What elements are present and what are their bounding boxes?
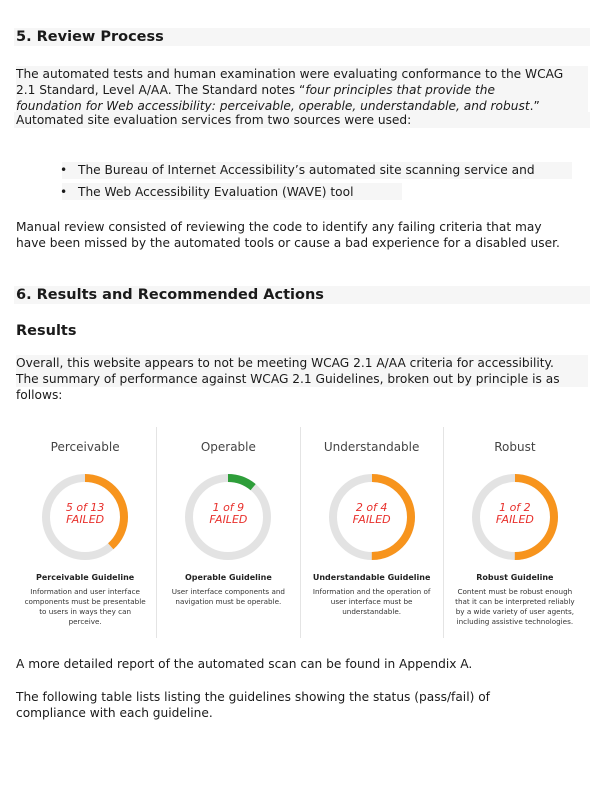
principle-card-understandable: Understandable 2 of 4 FAILED Understanda… (301, 427, 444, 638)
text-run: 2.1 Standard, Level A/AA. The Standard n… (16, 83, 306, 97)
guideline-title: Understandable Guideline (312, 573, 431, 582)
guideline-title: Perceivable Guideline (36, 573, 135, 582)
paragraph-line: The automated tests and human examinatio… (16, 66, 588, 82)
results-heading: Results (14, 322, 590, 340)
heading-text: 6. Results and Recommended Actions (16, 287, 324, 303)
list-item: • The Bureau of Internet Accessibility’s… (60, 162, 535, 178)
ring-status: FAILED (352, 513, 391, 526)
guideline-description: Content must be robust enough that it ca… (455, 587, 575, 626)
results-paragraph: Overall, this website appears to not be … (14, 355, 590, 403)
appendix-paragraph: A more detailed report of the automated … (14, 656, 590, 672)
card-title: Perceivable (50, 440, 120, 454)
guideline-description: User interface components and navigation… (171, 587, 285, 606)
list-item-text: The Bureau of Internet Accessibility’s a… (78, 163, 535, 177)
section-5-heading: 5. Review Process (14, 28, 590, 46)
paragraph-line: Manual review consisted of reviewing the… (16, 220, 542, 234)
guideline-title: Operable Guideline (185, 573, 272, 582)
section-6-heading: 6. Results and Recommended Actions (14, 286, 590, 304)
list-item: • The Web Accessibility Evaluation (WAVE… (60, 184, 354, 200)
ring-label: 1 of 9 FAILED (157, 502, 299, 526)
guideline-description: Information and user interface component… (24, 587, 146, 626)
table-intro-paragraph: The following table lists listing the gu… (14, 689, 590, 721)
paragraph-line: 2.1 Standard, Level A/AA. The Standard n… (16, 82, 588, 98)
heading-text: 5. Review Process (16, 29, 164, 45)
card-title: Robust (494, 440, 536, 454)
paragraph-line: The following table lists listing the gu… (16, 690, 490, 704)
card-title: Operable (200, 440, 256, 454)
ring-status: FAILED (495, 513, 534, 526)
principle-summary-panel: Perceivable 5 of 13 FAILED Perceivable G… (14, 427, 586, 638)
ring-failed-arc (328, 474, 415, 560)
list-item-bg (62, 183, 402, 200)
paragraph-line: foundation for Web accessibility: percei… (16, 98, 588, 114)
paragraph-line: The summary of performance against WCAG … (16, 371, 588, 387)
list-item-bg (62, 162, 572, 179)
principle-card-robust: Robust 1 of 2 FAILED Robust Guideline Co… (444, 427, 586, 638)
quote-text: foundation for Web accessibility: percei… (16, 99, 530, 113)
paragraph-line: compliance with each guideline. (16, 706, 213, 720)
sources-paragraph: Automated site evaluation services from … (14, 112, 590, 128)
paragraph-line: Automated site evaluation services from … (16, 113, 412, 127)
ring-failed-arc (42, 474, 129, 560)
heading-text: Results (16, 323, 77, 339)
review-process-paragraph: The automated tests and human examinatio… (14, 66, 590, 114)
ring-failed-arc (471, 474, 558, 560)
card-title: Understandable (323, 440, 420, 454)
principle-card-perceivable: Perceivable 5 of 13 FAILED Perceivable G… (14, 427, 158, 638)
ring-count: 1 of 2 (499, 501, 531, 514)
progress-ring (185, 474, 272, 560)
progress-ring (328, 474, 415, 560)
quote-text: four principles that provide the (305, 83, 496, 97)
ring-label: 1 of 2 FAILED (444, 502, 586, 526)
principle-card-operable: Operable 1 of 9 FAILED Operable Guidelin… (157, 427, 301, 638)
list-item-text: The Web Accessibility Evaluation (WAVE) … (78, 185, 354, 199)
bullet-icon: • (60, 163, 68, 177)
ring-status: FAILED (66, 513, 105, 526)
paragraph-line: A more detailed report of the automated … (16, 657, 473, 671)
guideline-title: Robust Guideline (476, 573, 554, 582)
guideline-description: Information and the operation of user in… (312, 587, 431, 616)
paragraph-line: have been missed by the automated tools … (16, 236, 560, 250)
paragraph-line: Overall, this website appears to not be … (16, 355, 588, 371)
bullet-icon: • (60, 185, 68, 199)
ring-count: 1 of 9 (212, 501, 245, 514)
text-run: .” (529, 99, 540, 113)
manual-review-paragraph: Manual review consisted of reviewing the… (14, 219, 590, 251)
ring-count: 5 of 13 (65, 501, 105, 514)
ring-label: 5 of 13 FAILED (14, 502, 156, 526)
ring-failed-arc (185, 474, 272, 560)
ring-status: FAILED (209, 513, 248, 526)
paragraph-line: follows: (16, 388, 63, 402)
progress-ring (471, 474, 558, 560)
ring-count: 2 of 4 (355, 501, 388, 514)
ring-label: 2 of 4 FAILED (301, 502, 443, 526)
progress-ring (42, 474, 129, 560)
